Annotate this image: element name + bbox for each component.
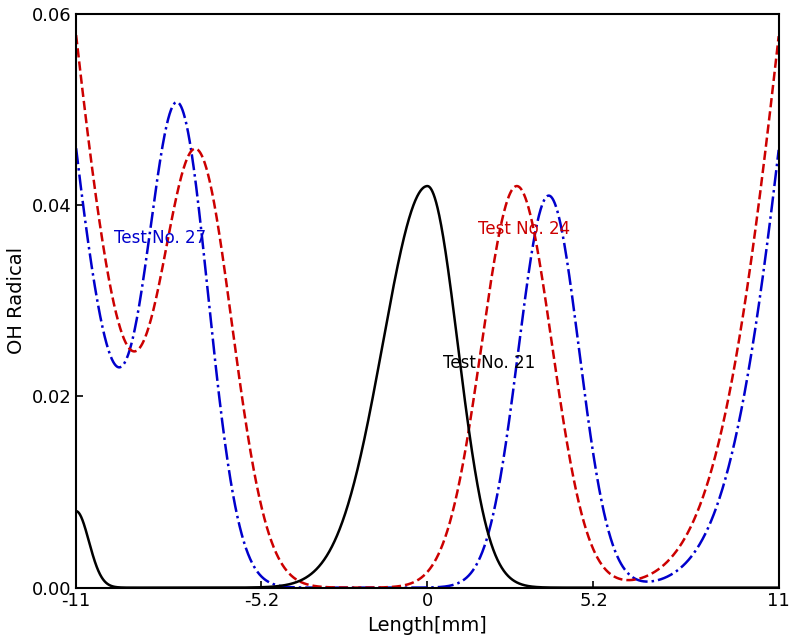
- Text: Test No. 27: Test No. 27: [115, 229, 206, 247]
- X-axis label: Length[mm]: Length[mm]: [367, 616, 487, 635]
- Text: Test No. 21: Test No. 21: [443, 354, 536, 372]
- Y-axis label: OH Radical: OH Radical: [7, 247, 26, 354]
- Text: Test No. 24: Test No. 24: [478, 220, 571, 238]
